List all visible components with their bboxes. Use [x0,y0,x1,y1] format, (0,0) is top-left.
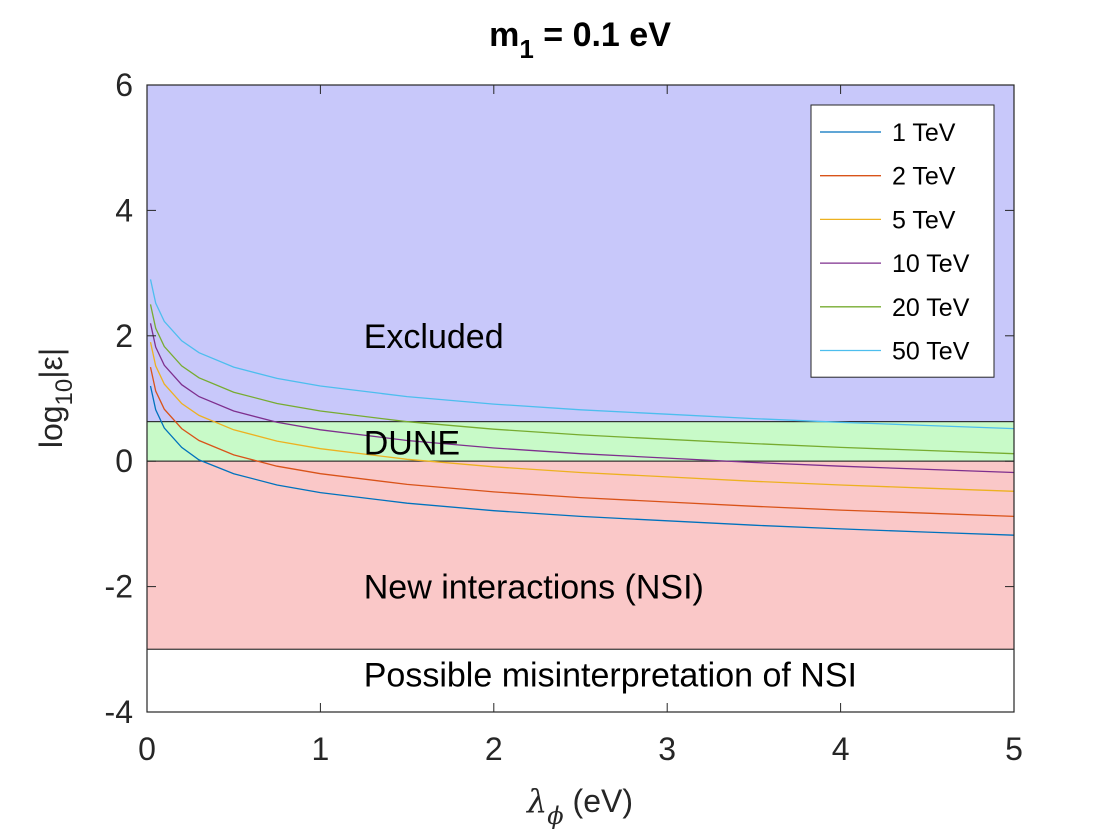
region-label-dune: DUNE [364,424,460,462]
x-tick-label: 3 [658,731,676,767]
region-dune [146,421,1015,462]
series-line-20-tev [149,304,1015,455]
region-possible-misinterpretation-of-nsi [146,648,1015,713]
ylabel-rest: |ε| [33,348,69,379]
series-line-1-tev [149,385,1015,536]
series-line-50-tev [149,279,1015,430]
y-tick-label: 4 [115,192,133,228]
title-sub: 1 [519,34,533,64]
xlabel-symbol: λ [525,782,547,820]
region-label-excluded: Excluded [364,318,504,356]
series-line-2-tev [149,366,1015,518]
legend: 1 TeV 2 TeV 5 TeV 10 TeV 20 TeV 50 TeV [810,104,995,378]
x-tick-label: 5 [1005,731,1023,767]
legend-label: 50 TeV [892,338,970,366]
y-tick-label: -4 [105,694,133,730]
ylabel-pre: log [33,405,69,448]
xlabel-rest: (eV) [564,783,633,819]
legend-label: 5 TeV [892,206,956,234]
title-rest: = 0.1 eV [534,16,671,54]
series-line-10-tev [149,323,1015,474]
region-label-possible-misinterpretation-of-nsi: Possible misinterpretation of NSI [364,656,857,694]
y-axis-label: log10|ε| [33,348,78,448]
legend-label: 20 TeV [892,294,970,322]
y-tick-label: 0 [115,443,133,479]
legend-box [810,104,995,378]
region-label-new-interactions-nsi: New interactions (NSI) [364,569,704,607]
ylabel-sub: 10 [51,379,78,406]
plot-frame [146,84,1015,713]
region-labels: Excluded DUNE New interactions (NSI) Possib… [364,318,857,695]
region-new-interactions-nsi [146,460,1015,650]
title-main: m [489,16,519,54]
series-lines [149,279,1015,536]
x-tick-label: 0 [138,731,156,767]
legend-label: 2 TeV [892,163,956,191]
legend-items: 1 TeV 2 TeV 5 TeV 10 TeV 20 TeV 50 TeV [820,119,970,366]
legend-label: 10 TeV [892,250,970,278]
axis-ticks: 0 1 2 3 4 5 -4 -2 0 2 4 6 [105,67,1023,767]
x-tick-label: 2 [485,731,503,767]
x-tick-label: 1 [312,731,330,767]
xlabel-sub: ϕ [547,802,563,830]
x-tick-label: 4 [832,731,850,767]
chart-title: m1 = 0.1 eV [489,16,671,64]
y-tick-label: 6 [115,67,133,103]
y-tick-label: -2 [105,569,133,605]
series-line-5-tev [149,341,1015,492]
legend-label: 1 TeV [892,119,956,147]
x-axis-label: λϕ (eV) [525,782,633,830]
y-tick-label: 2 [115,318,133,354]
